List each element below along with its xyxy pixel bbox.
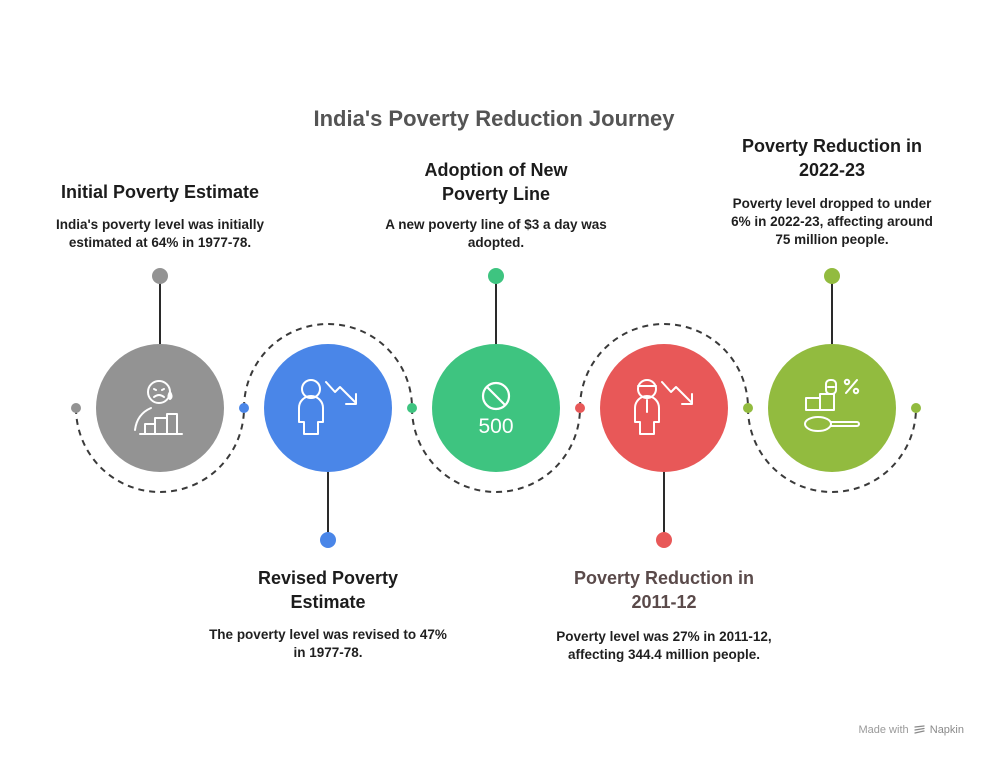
stem-dot <box>488 268 504 284</box>
step-circle-4 <box>600 344 728 472</box>
junction-dot <box>239 403 249 413</box>
diagram-title: India's Poverty Reduction Journey <box>313 106 675 131</box>
dashed-connector <box>75 323 917 493</box>
stem-dot <box>656 532 672 548</box>
junction-dot <box>911 403 921 413</box>
step-circle-2 <box>264 344 392 472</box>
sad-person-low-bars-icon <box>134 380 183 435</box>
person-cap-down-arrow-icon <box>634 379 693 435</box>
step-1-description: India's poverty level was initially esti… <box>55 217 265 250</box>
junction-dot <box>743 403 753 413</box>
junction-dot <box>71 403 81 413</box>
napkin-brand: Napkin <box>929 724 964 736</box>
junction-dot <box>575 403 585 413</box>
made-with-napkin-footer: Made with Napkin <box>858 724 964 736</box>
step-4-description: Poverty level was 27% in 2011-12, affect… <box>556 629 772 662</box>
napkin-logo-icon <box>914 725 925 734</box>
step-2-description: The poverty level was revised to 47% in … <box>209 627 447 660</box>
step-3-heading: Adoption of New Poverty Line <box>424 160 568 204</box>
stem-dot <box>824 268 840 284</box>
no-500-banknote-icon <box>481 381 511 411</box>
banknote-value-text: 500 <box>478 415 513 438</box>
junction-dot <box>407 403 417 413</box>
made-with-label: Made with <box>858 724 909 736</box>
step-circle-5 <box>768 344 896 472</box>
stem-dot <box>320 532 336 548</box>
step-circle-1 <box>96 344 224 472</box>
step-5-heading: Poverty Reduction in 2022-23 <box>741 136 923 180</box>
step-2-heading: Revised Poverty Estimate <box>257 568 399 612</box>
step-1-heading: Initial Poverty Estimate <box>60 182 260 202</box>
stem-dot <box>152 268 168 284</box>
step-5-description: Poverty level dropped to under 6% in 202… <box>731 196 933 247</box>
step-4-heading: Poverty Reduction in 2011-12 <box>573 568 755 612</box>
step-3-description: A new poverty line of $3 a day was adopt… <box>385 217 607 250</box>
person-down-arrow-icon <box>298 379 357 435</box>
boxes-spoon-percent-icon <box>804 378 860 432</box>
